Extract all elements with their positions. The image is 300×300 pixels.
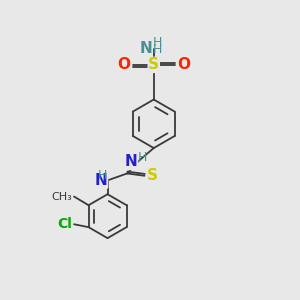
Text: H: H bbox=[152, 36, 162, 50]
Text: O: O bbox=[118, 57, 130, 72]
Text: Cl: Cl bbox=[57, 217, 72, 231]
Text: N: N bbox=[125, 154, 138, 169]
Text: S: S bbox=[147, 168, 158, 183]
Text: CH₃: CH₃ bbox=[51, 191, 72, 202]
Text: S: S bbox=[148, 57, 159, 72]
Text: H: H bbox=[98, 169, 108, 182]
Text: N: N bbox=[95, 173, 108, 188]
Text: N: N bbox=[140, 41, 153, 56]
Text: H: H bbox=[152, 44, 162, 56]
Text: H: H bbox=[137, 151, 147, 164]
Text: O: O bbox=[177, 57, 190, 72]
